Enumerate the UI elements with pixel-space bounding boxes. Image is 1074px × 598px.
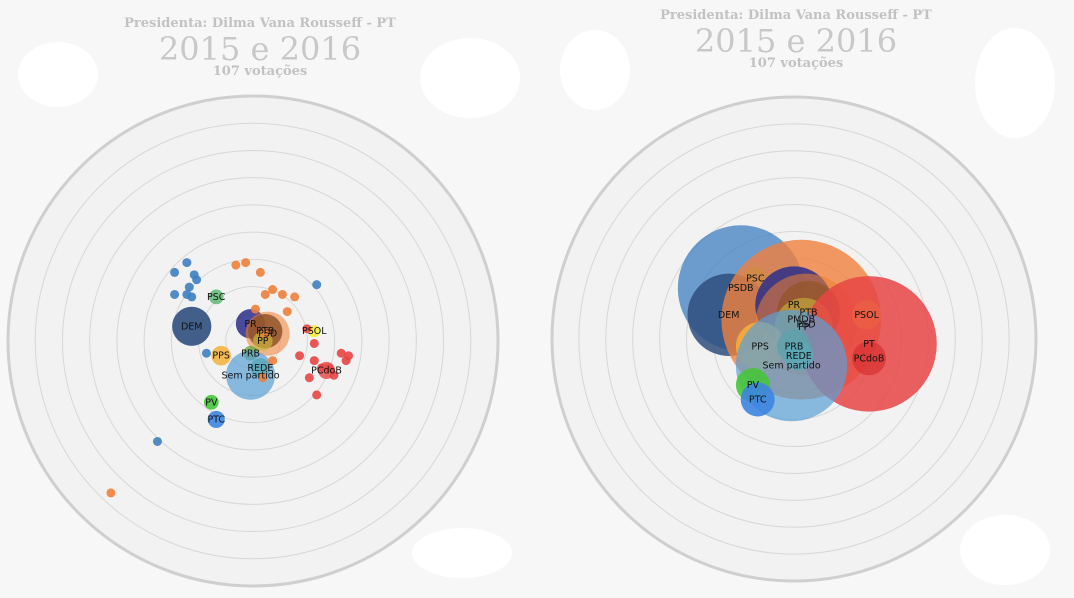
party-label: PV: [205, 397, 218, 408]
deputy-point: [260, 329, 270, 339]
party-label: PSD: [258, 329, 277, 340]
party-bubble: [208, 289, 224, 305]
party-label: PRB: [785, 341, 804, 352]
party-label: DEM: [718, 310, 740, 321]
party-label: PPS: [751, 341, 769, 352]
deputy-point: [309, 356, 319, 366]
party-label: REDE: [786, 351, 812, 362]
party-label: PSOL: [302, 326, 327, 337]
grid-ring: [170, 258, 336, 424]
party-bubble: [211, 345, 231, 366]
chart-title: 2015 e 2016: [158, 30, 362, 68]
chart-panel-1: PSC DEM PR PTB PSOL PSD PP PPS PRB REDE Sem partid…: [6, 16, 500, 588]
deputy-point: [268, 356, 278, 366]
deputy-point: [170, 267, 180, 277]
chart-subtitle: Presidenta: Dilma Vana Rousseff - PT: [124, 16, 396, 31]
party-label: PSD: [797, 319, 816, 330]
deputy-point: [268, 285, 278, 295]
deputy-point: [182, 258, 192, 268]
chart-title: 2015 e 2016: [694, 22, 898, 60]
chart-subtitle: Presidenta: Dilma Vana Rousseff - PT: [660, 8, 932, 23]
deputy-point: [201, 348, 211, 358]
decor-blob: [18, 42, 98, 107]
party-label: PSC: [746, 274, 765, 285]
party-label: PT: [863, 339, 875, 350]
party-label: Sem partido: [221, 370, 279, 381]
deputy-point: [304, 373, 314, 383]
deputy-point: [336, 348, 346, 358]
party-bubble: [207, 410, 225, 428]
party-label: PSOL: [854, 310, 879, 321]
party-label: PMDB: [787, 315, 815, 326]
deputy-point: [277, 289, 287, 299]
deputy-point: [302, 324, 312, 334]
vote-count: 107 votações: [748, 56, 844, 71]
party-bubble: [172, 306, 212, 346]
deputy-point: [344, 351, 354, 361]
party-label: PR: [788, 300, 801, 311]
grid-ring: [632, 177, 956, 501]
deputy-point: [106, 488, 116, 498]
decor-blob: [412, 528, 512, 578]
grid-ring: [116, 204, 390, 478]
party-label: PSDB: [728, 283, 754, 294]
party-label: PCdoB: [311, 365, 342, 376]
deputy-point: [184, 282, 194, 292]
deputy-point: [317, 363, 327, 373]
deputy-point: [255, 267, 265, 277]
grid-ring: [61, 149, 445, 533]
party-label: DEM: [181, 321, 203, 332]
grid-ring: [89, 177, 417, 505]
party-label: PPS: [212, 351, 230, 362]
deputy-point: [187, 292, 197, 302]
deputy-point: [170, 289, 180, 299]
deputy-point: [312, 390, 322, 400]
party-bubble: [740, 382, 775, 417]
deputy-point: [290, 292, 300, 302]
party-label: PRB: [241, 348, 260, 359]
grid-ring: [578, 123, 1010, 555]
deputy-point: [309, 338, 319, 348]
deputy-point: [329, 370, 339, 380]
deputy-point: [258, 373, 268, 383]
grid-ring: [143, 231, 363, 451]
deputy-point: [324, 363, 334, 373]
grid-ring: [34, 122, 472, 560]
chart-header-1: Presidenta: Dilma Vana Rousseff - PT 201…: [60, 16, 460, 78]
chart-panel-2: PSDB PSC DEM PMDB PR PTB PSD PP PSOL PT PCdoB PPS PR…: [537, 0, 1074, 598]
deputy-point: [312, 280, 322, 290]
deputy-point: [241, 258, 251, 268]
party-label: PTC: [207, 414, 225, 425]
party-label: PR: [244, 319, 257, 330]
party-label: PP: [257, 336, 269, 347]
deputy-point: [192, 275, 202, 285]
party-label: PTB: [256, 326, 274, 337]
deputy-point: [231, 260, 241, 270]
decor-blob: [560, 30, 630, 110]
vote-count: 107 votações: [212, 64, 308, 79]
party-label: PV: [747, 380, 760, 391]
grid-ring: [605, 150, 983, 528]
party-label: Sem partido: [763, 361, 821, 372]
decor-blob: [420, 38, 520, 118]
party-label: REDE: [247, 363, 273, 374]
party-label: PTB: [799, 307, 817, 318]
party-bubble: [204, 394, 219, 410]
party-label: PP: [798, 322, 810, 333]
deputy-point: [250, 304, 260, 314]
deputy-point: [260, 289, 270, 299]
chart-header-2: Presidenta: Dilma Vana Rousseff - PT 201…: [596, 8, 996, 70]
decor-blob: [975, 28, 1055, 138]
party-label: PTC: [749, 395, 767, 406]
deputy-point: [295, 351, 305, 361]
party-label: PSC: [207, 292, 226, 303]
party-bubble: [226, 350, 276, 400]
party-label: PCdoB: [854, 353, 885, 364]
deputy-point: [282, 307, 292, 317]
decor-blob: [960, 515, 1050, 585]
deputy-point: [152, 436, 162, 446]
party-bubble: [852, 341, 886, 376]
